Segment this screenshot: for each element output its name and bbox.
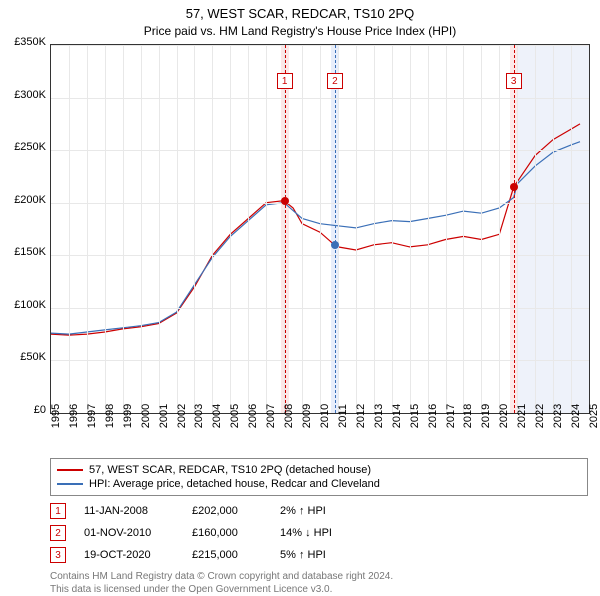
x-tick-label: 2000 xyxy=(140,404,152,428)
price-chart: 57, WEST SCAR, REDCAR, TS10 2PQ Price pa… xyxy=(0,0,600,590)
event-price: £215,000 xyxy=(192,549,262,561)
event-date: 11-JAN-2008 xyxy=(84,505,174,517)
legend-row-1: 57, WEST SCAR, REDCAR, TS10 2PQ (detache… xyxy=(57,463,581,477)
y-axis: £0£50K£100K£150K£200K£250K£300K£350K xyxy=(0,42,50,412)
y-tick-label: £0 xyxy=(34,404,46,416)
x-tick-label: 1999 xyxy=(122,404,134,428)
x-tick-label: 1996 xyxy=(68,404,80,428)
event-diff: 14% ↓ HPI xyxy=(280,527,360,539)
y-tick-label: £250K xyxy=(14,141,46,153)
chart-subtitle: Price paid vs. HM Land Registry's House … xyxy=(0,21,600,44)
x-tick-label: 1995 xyxy=(50,404,62,428)
x-tick-label: 2018 xyxy=(462,404,474,428)
x-tick-label: 1998 xyxy=(104,404,116,428)
x-tick-label: 2002 xyxy=(176,404,188,428)
x-tick-label: 2013 xyxy=(373,404,385,428)
event-price: £160,000 xyxy=(192,527,262,539)
x-tick-label: 2015 xyxy=(409,404,421,428)
series-line xyxy=(51,124,580,335)
x-tick-label: 2023 xyxy=(552,404,564,428)
y-tick-label: £150K xyxy=(14,246,46,258)
x-tick-label: 2010 xyxy=(319,404,331,428)
x-tick-label: 2022 xyxy=(534,404,546,428)
legend: 57, WEST SCAR, REDCAR, TS10 2PQ (detache… xyxy=(50,458,588,496)
marker-label: 2 xyxy=(327,73,343,89)
x-tick-label: 2006 xyxy=(247,404,259,428)
marker-label: 1 xyxy=(277,73,293,89)
x-tick-label: 2011 xyxy=(337,404,349,428)
y-tick-label: £200K xyxy=(14,194,46,206)
x-tick-label: 2016 xyxy=(427,404,439,428)
event-diff: 5% ↑ HPI xyxy=(280,549,360,561)
x-tick-label: 2024 xyxy=(570,404,582,428)
chart-title: 57, WEST SCAR, REDCAR, TS10 2PQ xyxy=(0,0,600,21)
event-date: 19-OCT-2020 xyxy=(84,549,174,561)
x-tick-label: 2008 xyxy=(283,404,295,428)
x-tick-label: 2021 xyxy=(516,404,528,428)
series-line xyxy=(51,142,580,334)
footer: Contains HM Land Registry data © Crown c… xyxy=(50,570,588,596)
x-tick-label: 2017 xyxy=(445,404,457,428)
x-tick-label: 2019 xyxy=(480,404,492,428)
y-tick-label: £350K xyxy=(14,36,46,48)
x-tick-label: 2004 xyxy=(211,404,223,428)
legend-label-1: 57, WEST SCAR, REDCAR, TS10 2PQ (detache… xyxy=(89,464,371,476)
y-tick-label: £100K xyxy=(14,299,46,311)
event-date: 01-NOV-2010 xyxy=(84,527,174,539)
y-tick-label: £300K xyxy=(14,89,46,101)
x-tick-label: 2001 xyxy=(158,404,170,428)
event-num: 3 xyxy=(50,547,66,563)
x-axis: 1995199619971998199920002001200220032004… xyxy=(50,414,590,452)
x-tick-label: 2003 xyxy=(193,404,205,428)
event-row: 2 01-NOV-2010 £160,000 14% ↓ HPI xyxy=(50,522,588,544)
legend-row-2: HPI: Average price, detached house, Redc… xyxy=(57,477,581,491)
marker-label: 3 xyxy=(506,73,522,89)
event-row: 3 19-OCT-2020 £215,000 5% ↑ HPI xyxy=(50,544,588,566)
x-tick-label: 2012 xyxy=(355,404,367,428)
x-tick-label: 2009 xyxy=(301,404,313,428)
x-tick-label: 1997 xyxy=(86,404,98,428)
x-tick-label: 2025 xyxy=(588,404,600,428)
footer-line-1: Contains HM Land Registry data © Crown c… xyxy=(50,570,588,583)
event-row: 1 11-JAN-2008 £202,000 2% ↑ HPI xyxy=(50,500,588,522)
plot-area: 1 2 3 xyxy=(50,44,590,414)
event-diff: 2% ↑ HPI xyxy=(280,505,360,517)
legend-label-2: HPI: Average price, detached house, Redc… xyxy=(89,478,380,490)
event-num: 1 xyxy=(50,503,66,519)
x-tick-label: 2005 xyxy=(229,404,241,428)
event-num: 2 xyxy=(50,525,66,541)
legend-swatch-1 xyxy=(57,469,83,471)
x-tick-label: 2020 xyxy=(498,404,510,428)
y-tick-label: £50K xyxy=(20,351,46,363)
x-tick-label: 2007 xyxy=(265,404,277,428)
event-price: £202,000 xyxy=(192,505,262,517)
events-table: 1 11-JAN-2008 £202,000 2% ↑ HPI 2 01-NOV-2010… xyxy=(50,500,588,566)
legend-swatch-2 xyxy=(57,483,83,485)
x-tick-label: 2014 xyxy=(391,404,403,428)
